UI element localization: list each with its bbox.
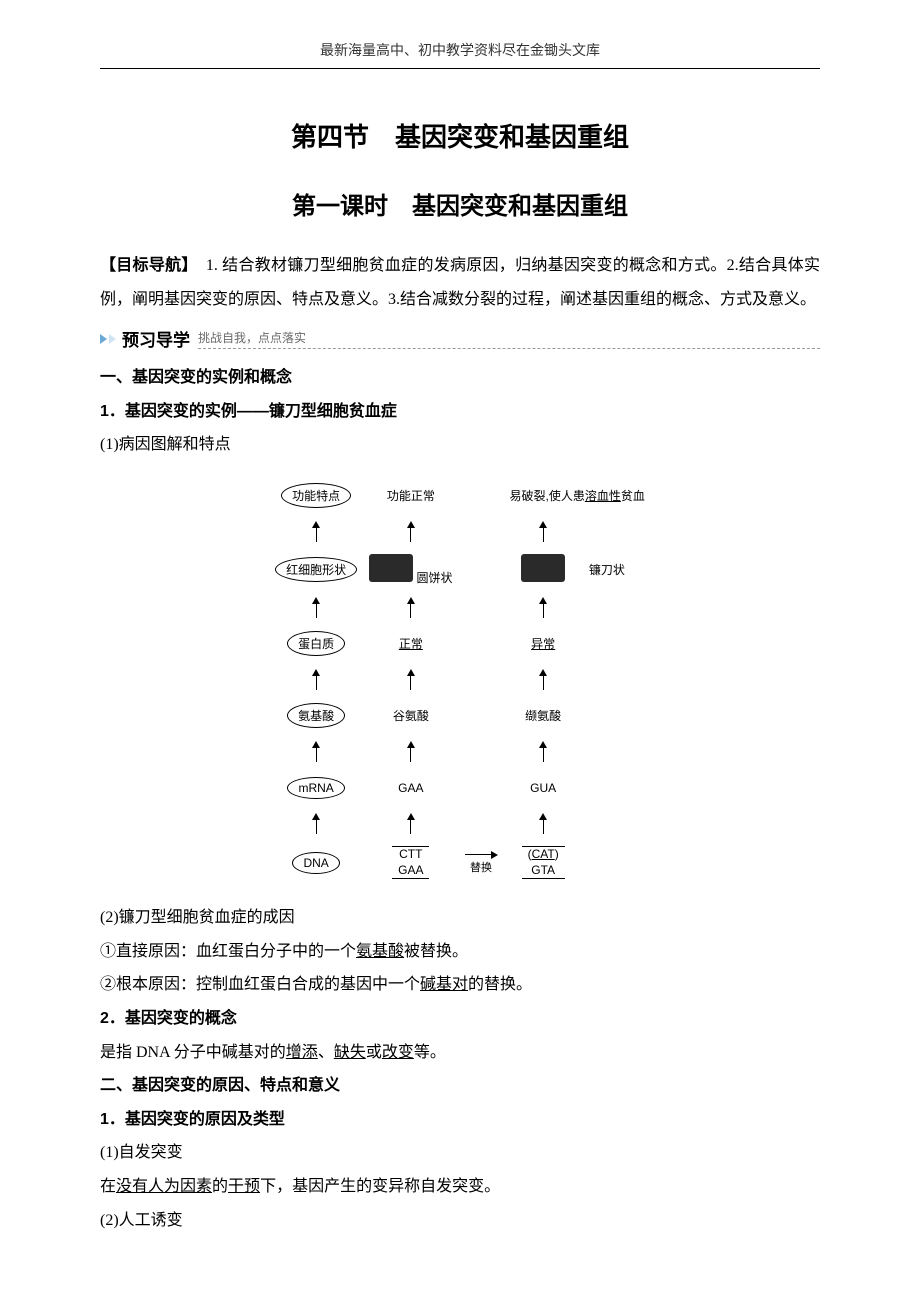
arrow-up-icon: [407, 521, 415, 528]
arrow-row: [269, 514, 651, 550]
shape-normal: 圆饼状: [416, 571, 452, 585]
arrow-up-icon: [539, 741, 547, 748]
dna-mut: (CAT) GTA: [522, 846, 565, 879]
arrow-up-icon: [539, 521, 547, 528]
arrow-up-icon: [312, 813, 320, 820]
cause-root: ②根本原因：控制血红蛋白合成的基因中一个碱基对的替换。: [100, 968, 820, 1002]
arrow-up-icon: [407, 741, 415, 748]
concept-line: 是指 DNA 分子中碱基对的增添、缺失或改变等。: [100, 1036, 820, 1070]
replace-arrow: 替换: [465, 851, 498, 875]
header-text: 最新海量高中、初中教学资料尽在金锄头文库: [320, 44, 600, 59]
sub-2-1-2: (2)人工诱变: [100, 1204, 820, 1238]
table-row: 氨基酸 谷氨酸 缬氨酸: [269, 698, 651, 734]
row-label-oval: mRNA: [287, 777, 344, 799]
lesson-title: 第一课时 基因突变和基因重组: [100, 186, 820, 221]
arrow-up-icon: [312, 597, 320, 604]
objectives-label: 【目标导航】: [100, 257, 190, 274]
item-1-2: 2．基因突变的概念: [100, 1002, 820, 1036]
arrow-up-icon: [407, 669, 415, 676]
replace-label: 替换: [470, 859, 492, 875]
table-row: 功能特点 功能正常 易破裂,使人患溶血性贫血: [269, 478, 651, 514]
protein-mut: 异常: [531, 637, 555, 651]
preview-chevron-icon: [100, 334, 107, 344]
table-row: DNA CTT GAA 替换 (CAT) GTA: [269, 842, 651, 883]
func-mut: 易破裂,使人患溶血性贫血: [510, 489, 645, 503]
arrow-row: [269, 806, 651, 842]
table-row: 红细胞形状 圆饼状 镰刀状: [269, 550, 651, 590]
mrna-mut: GUA: [530, 781, 556, 795]
cell-image-normal: [369, 554, 413, 582]
row-label-oval: 蛋白质: [287, 631, 345, 656]
objectives-text: 1. 结合教材镰刀型细胞贫血症的发病原因，归纳基因突变的概念和方式。2.结合具体…: [100, 257, 820, 308]
cell-image-mutant: [521, 554, 565, 582]
arrow-up-icon: [539, 669, 547, 676]
arrow-row: [269, 734, 651, 770]
sub-1-1-1: (1)病因图解和特点: [100, 428, 820, 462]
heading-2: 二、基因突变的原因、特点和意义: [100, 1069, 820, 1103]
diagram-table: 功能特点 功能正常 易破裂,使人患溶血性贫血 红细胞形状: [269, 478, 651, 883]
arrow-up-icon: [407, 813, 415, 820]
row-label-oval: 红细胞形状: [275, 557, 357, 582]
arrow-up-icon: [539, 597, 547, 604]
row-label-oval: DNA: [292, 852, 339, 874]
arrow-row: [269, 590, 651, 626]
arrow-row: [269, 662, 651, 698]
preview-chevron-icon: [109, 334, 116, 344]
row-label-oval: 氨基酸: [287, 703, 345, 728]
table-row: mRNA GAA GUA: [269, 770, 651, 806]
aa-mut: 缬氨酸: [525, 709, 561, 723]
objectives-paragraph: 【目标导航】 1. 结合教材镰刀型细胞贫血症的发病原因，归纳基因突变的概念和方式…: [100, 249, 820, 316]
func-normal: 功能正常: [387, 489, 435, 503]
arrow-up-icon: [312, 669, 320, 676]
preview-bar: 预习导学 挑战自我，点点落实: [100, 326, 820, 351]
item-2-1: 1．基因突变的原因及类型: [100, 1103, 820, 1137]
page-header: 最新海量高中、初中教学资料尽在金锄头文库: [100, 40, 820, 69]
sub-2-1-1: (1)自发突变: [100, 1136, 820, 1170]
shape-mut: 镰刀状: [589, 563, 625, 577]
preview-tail: 挑战自我，点点落实: [198, 329, 820, 349]
arrow-up-icon: [312, 521, 320, 528]
heading-1: 一、基因突变的实例和概念: [100, 361, 820, 395]
diagram: 功能特点 功能正常 易破裂,使人患溶血性贫血 红细胞形状: [100, 478, 820, 883]
table-row: 蛋白质 正常 异常: [269, 626, 651, 662]
sub-1-1-2: (2)镰刀型细胞贫血症的成因: [100, 901, 820, 935]
protein-normal: 正常: [399, 637, 423, 651]
arrow-up-icon: [312, 741, 320, 748]
mrna-normal: GAA: [398, 781, 423, 795]
spontaneous-line: 在没有人为因素的干预下，基因产生的变异称自发突变。: [100, 1170, 820, 1204]
arrow-up-icon: [407, 597, 415, 604]
aa-normal: 谷氨酸: [393, 709, 429, 723]
cause-direct: ①直接原因：血红蛋白分子中的一个氨基酸被替换。: [100, 935, 820, 969]
section-title: 第四节 基因突变和基因重组: [100, 117, 820, 154]
arrow-up-icon: [539, 813, 547, 820]
dna-normal: CTT GAA: [392, 846, 429, 879]
row-label-oval: 功能特点: [281, 483, 351, 508]
item-1-1: 1．基因突变的实例——镰刀型细胞贫血症: [100, 395, 820, 429]
preview-label: 预习导学: [122, 326, 190, 351]
